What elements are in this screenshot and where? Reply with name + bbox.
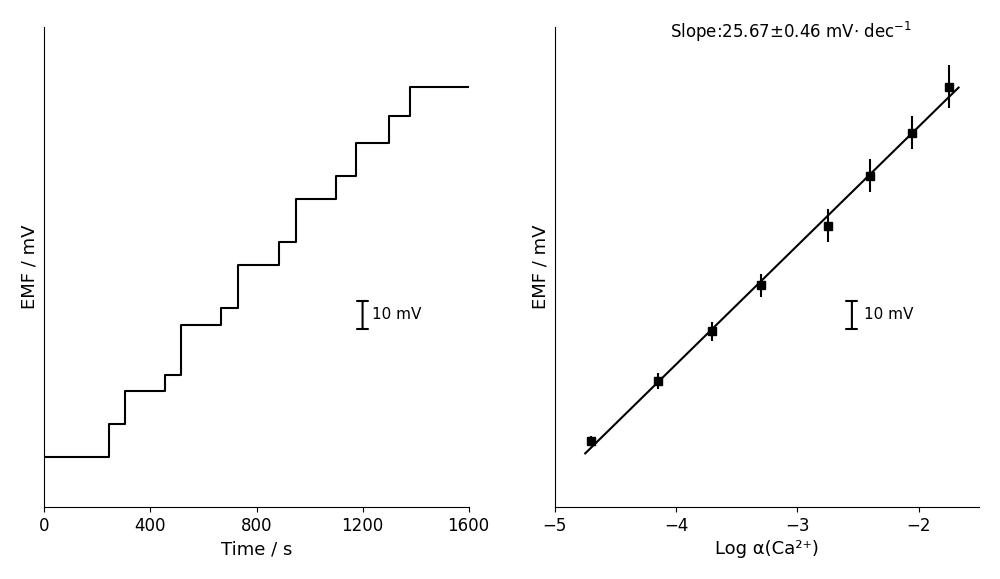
Text: 10 mV: 10 mV [372, 307, 421, 323]
X-axis label: Time / s: Time / s [221, 540, 292, 558]
Y-axis label: EMF / mV: EMF / mV [21, 225, 39, 309]
Text: Slope:25.67$\pm$0.46 mV$\cdot$ dec$^{-1}$: Slope:25.67$\pm$0.46 mV$\cdot$ dec$^{-1}… [670, 20, 912, 45]
X-axis label: Log α(Ca²⁺): Log α(Ca²⁺) [715, 540, 819, 558]
Text: 10 mV: 10 mV [864, 307, 913, 323]
Y-axis label: EMF / mV: EMF / mV [531, 225, 549, 309]
